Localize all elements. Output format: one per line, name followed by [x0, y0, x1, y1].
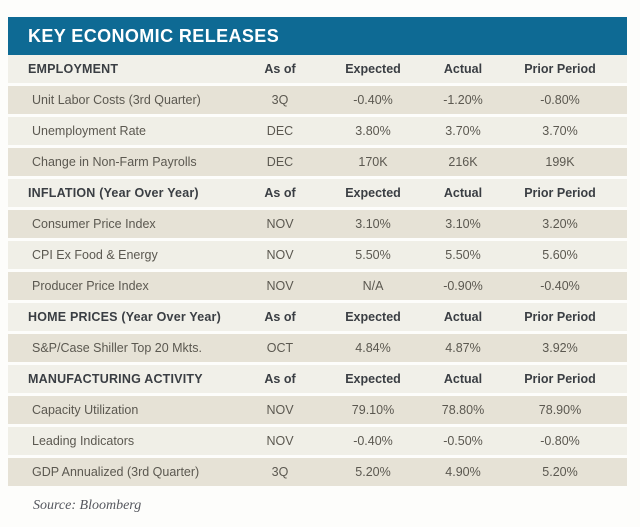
col-header-prior-period: Prior Period: [524, 372, 596, 386]
table-row: Consumer Price Index NOV 3.10% 3.10% 3.2…: [8, 210, 627, 238]
table-row: Leading Indicators NOV -0.40% -0.50% -0.…: [8, 427, 627, 455]
section-title: INFLATION (Year Over Year): [28, 186, 199, 200]
expected-cell: 3.80%: [355, 124, 391, 138]
prior-period-cell: 199K: [545, 155, 575, 169]
actual-cell: 5.50%: [445, 248, 481, 262]
col-header-asof: As of: [264, 372, 296, 386]
prior-period-cell: -0.40%: [540, 279, 580, 293]
asof-cell: OCT: [266, 341, 294, 355]
col-header-expected: Expected: [345, 186, 401, 200]
actual-cell: 216K: [448, 155, 478, 169]
expected-cell: 170K: [358, 155, 388, 169]
section-header-row-home-prices: HOME PRICES (Year Over Year) As of Expec…: [8, 303, 627, 331]
asof-cell: DEC: [266, 124, 294, 138]
source-note: Source: Bloomberg: [33, 498, 142, 513]
col-header-asof: As of: [264, 62, 296, 76]
col-header-expected: Expected: [345, 310, 401, 324]
row-label: GDP Annualized (3rd Quarter): [32, 465, 200, 479]
actual-cell: -0.90%: [443, 279, 483, 293]
row-label: Consumer Price Index: [32, 217, 156, 231]
row-label: Capacity Utilization: [32, 403, 139, 417]
prior-period-cell: -0.80%: [540, 93, 580, 107]
table-row: Producer Price Index NOV N/A -0.90% -0.4…: [8, 272, 627, 300]
col-header-actual: Actual: [443, 62, 483, 76]
expected-cell: 4.84%: [355, 341, 391, 355]
row-label: Unemployment Rate: [32, 124, 146, 138]
col-header-actual: Actual: [443, 186, 483, 200]
table-row: GDP Annualized (3rd Quarter) 3Q 5.20% 4.…: [8, 458, 627, 486]
table-row: Change in Non-Farm Payrolls DEC 170K 216…: [8, 148, 627, 176]
expected-cell: 5.20%: [355, 465, 391, 479]
prior-period-cell: 3.70%: [542, 124, 578, 138]
section-title: HOME PRICES (Year Over Year): [28, 310, 221, 324]
asof-cell: 3Q: [271, 93, 289, 107]
row-label: CPI Ex Food & Energy: [32, 248, 158, 262]
prior-period-cell: 5.20%: [542, 465, 578, 479]
expected-cell: N/A: [362, 279, 384, 293]
prior-period-cell: 3.92%: [542, 341, 578, 355]
actual-cell: 4.87%: [445, 341, 481, 355]
section-header-row-manufacturing: MANUFACTURING ACTIVITY As of Expected Ac…: [8, 365, 627, 393]
col-header-actual: Actual: [443, 372, 483, 386]
actual-cell: 3.10%: [445, 217, 481, 231]
actual-cell: 3.70%: [445, 124, 481, 138]
col-header-prior-period: Prior Period: [524, 186, 596, 200]
table-title-bar: KEY ECONOMIC RELEASES: [8, 17, 627, 55]
col-header-expected: Expected: [345, 62, 401, 76]
row-label: S&P/Case Shiller Top 20 Mkts.: [32, 341, 202, 355]
asof-cell: 3Q: [271, 465, 289, 479]
asof-cell: NOV: [266, 248, 294, 262]
col-header-expected: Expected: [345, 372, 401, 386]
table-row: Unit Labor Costs (3rd Quarter) 3Q -0.40%…: [8, 86, 627, 114]
table-title: KEY ECONOMIC RELEASES: [28, 25, 280, 46]
asof-cell: DEC: [266, 155, 294, 169]
actual-cell: 78.80%: [441, 403, 485, 417]
row-label: Leading Indicators: [32, 434, 135, 448]
prior-period-cell: 78.90%: [538, 403, 582, 417]
key-economic-releases-table: KEY ECONOMIC RELEASES EMPLOYMENT As of E…: [8, 17, 627, 489]
actual-cell: -0.50%: [443, 434, 483, 448]
col-header-asof: As of: [264, 310, 296, 324]
table-row: S&P/Case Shiller Top 20 Mkts. OCT 4.84% …: [8, 334, 627, 362]
actual-cell: -1.20%: [443, 93, 483, 107]
section-header-row-inflation: INFLATION (Year Over Year) As of Expecte…: [8, 179, 627, 207]
actual-cell: 4.90%: [445, 465, 481, 479]
expected-cell: 3.10%: [355, 217, 391, 231]
asof-cell: NOV: [266, 279, 294, 293]
section-header-row-employment: EMPLOYMENT As of Expected Actual Prior P…: [8, 55, 627, 83]
expected-cell: 5.50%: [355, 248, 391, 262]
col-header-prior-period: Prior Period: [524, 310, 596, 324]
prior-period-cell: 5.60%: [542, 248, 578, 262]
prior-period-cell: -0.80%: [540, 434, 580, 448]
asof-cell: NOV: [266, 217, 294, 231]
row-label: Producer Price Index: [32, 279, 149, 293]
col-header-prior-period: Prior Period: [524, 62, 596, 76]
col-header-asof: As of: [264, 186, 296, 200]
col-header-actual: Actual: [443, 310, 483, 324]
section-title: MANUFACTURING ACTIVITY: [28, 372, 203, 386]
asof-cell: NOV: [266, 403, 294, 417]
row-label: Unit Labor Costs (3rd Quarter): [32, 93, 201, 107]
table-row: CPI Ex Food & Energy NOV 5.50% 5.50% 5.6…: [8, 241, 627, 269]
table-row: Unemployment Rate DEC 3.80% 3.70% 3.70%: [8, 117, 627, 145]
prior-period-cell: 3.20%: [542, 217, 578, 231]
row-label: Change in Non-Farm Payrolls: [32, 155, 197, 169]
section-title: EMPLOYMENT: [28, 62, 119, 76]
expected-cell: -0.40%: [353, 434, 393, 448]
table-row: Capacity Utilization NOV 79.10% 78.80% 7…: [8, 396, 627, 424]
expected-cell: 79.10%: [351, 403, 395, 417]
expected-cell: -0.40%: [353, 93, 393, 107]
asof-cell: NOV: [266, 434, 294, 448]
